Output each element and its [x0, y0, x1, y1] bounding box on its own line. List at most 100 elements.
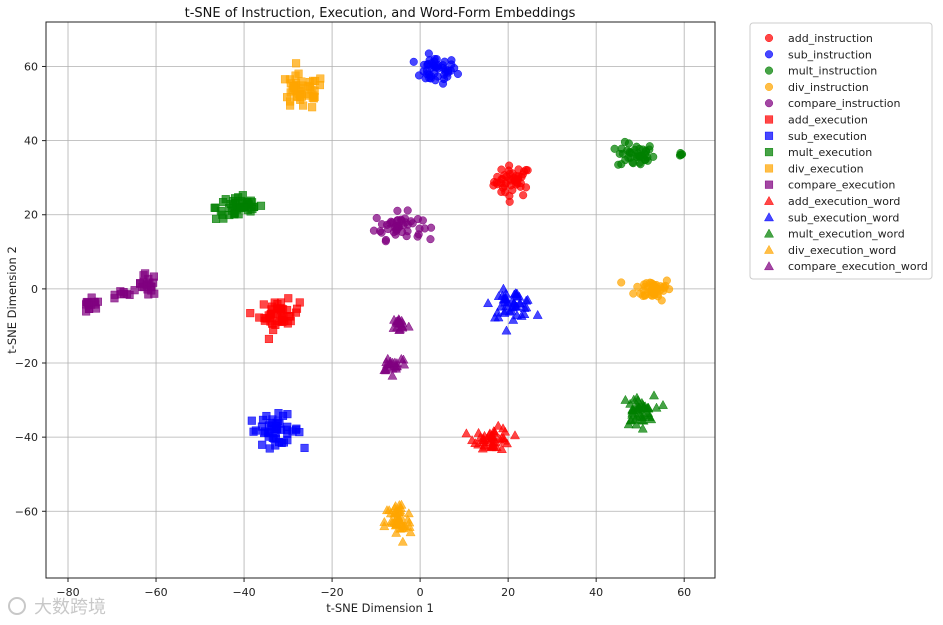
legend-label: compare_execution [788, 179, 895, 192]
series-div-execution-word [379, 499, 416, 546]
legend-marker [764, 99, 774, 108]
data-point [394, 317, 405, 327]
data-point [643, 407, 654, 417]
data-point [265, 444, 274, 453]
y-tick-label: −40 [15, 431, 38, 444]
data-point [380, 365, 391, 375]
data-point [523, 166, 532, 175]
legend-label: mult_instruction [788, 65, 877, 78]
data-point [387, 370, 398, 380]
y-tick-label: −20 [15, 357, 38, 370]
data-point [419, 67, 428, 76]
data-point [413, 232, 422, 241]
series-mult-execution-word [620, 390, 668, 433]
data-point [218, 198, 228, 207]
data-point [295, 428, 304, 437]
data-point [315, 81, 325, 90]
data-point [434, 61, 443, 70]
series-sub-instruction [409, 49, 462, 88]
x-tick-label: 60 [677, 586, 691, 599]
data-point [271, 320, 280, 329]
series-mult-instruction [675, 148, 687, 160]
legend-marker [764, 180, 774, 189]
data-point [633, 402, 644, 412]
data-point [426, 235, 435, 244]
data-point [277, 438, 286, 447]
legend-marker [764, 115, 774, 124]
data-point [234, 210, 243, 219]
y-tick-label: 0 [31, 283, 38, 296]
data-point [264, 311, 273, 320]
data-point [637, 415, 648, 424]
data-point [440, 57, 449, 66]
data-point [665, 285, 674, 294]
data-point [404, 517, 415, 527]
x-tick-label: −20 [320, 586, 343, 599]
data-point [519, 191, 528, 200]
data-point [501, 325, 512, 335]
data-point [493, 312, 504, 322]
data-point [272, 425, 281, 434]
data-point [473, 427, 484, 437]
data-point [369, 226, 378, 235]
data-point [292, 59, 301, 68]
data-point [286, 101, 295, 110]
series-div-execution [280, 59, 325, 112]
data-point [505, 161, 514, 170]
legend-label: sub_execution_word [788, 211, 899, 224]
legend-label: add_instruction [788, 32, 873, 45]
data-point [430, 54, 439, 64]
data-point [505, 191, 514, 200]
data-point [515, 298, 526, 308]
legend-marker [764, 148, 774, 157]
data-point [502, 296, 513, 306]
data-point [246, 207, 255, 216]
data-point [393, 206, 402, 215]
legend-label: div_execution_word [788, 244, 896, 257]
data-point [268, 302, 277, 311]
data-point [470, 437, 481, 447]
series-compare-instruction [369, 206, 436, 246]
data-point [645, 142, 654, 151]
legend-label: div_execution [788, 162, 864, 175]
data-point [395, 503, 406, 513]
data-point [461, 428, 472, 438]
data-point [247, 416, 256, 425]
data-point [399, 359, 410, 369]
data-point [139, 271, 148, 280]
data-point [625, 398, 636, 408]
legend-marker [764, 33, 774, 43]
legend-label: mult_execution_word [788, 228, 905, 241]
x-tick-label: 0 [417, 586, 424, 599]
data-point [260, 428, 269, 437]
data-point [259, 300, 268, 309]
data-point [497, 290, 508, 300]
data-point [386, 515, 397, 525]
data-point [493, 420, 504, 430]
watermark-text: 大数跨境 [34, 597, 106, 618]
legend-label: compare_instruction [788, 97, 900, 110]
x-tick-label: −40 [232, 586, 255, 599]
data-point [657, 296, 666, 305]
data-point [633, 282, 642, 291]
data-point [138, 282, 147, 292]
legend-marker [764, 244, 774, 254]
legend-marker [764, 50, 774, 59]
series-add-instruction [489, 161, 532, 206]
x-tick-label: 20 [501, 586, 515, 599]
plot-frame [45, 21, 716, 579]
legend: add_instruction sub_instruction mult_instr… [749, 22, 933, 280]
series-add-execution [246, 294, 304, 344]
y-tick-label: 60 [24, 60, 38, 73]
data-point [499, 183, 508, 192]
data-point [514, 291, 525, 301]
data-point [499, 435, 510, 445]
data-point [291, 71, 300, 80]
legend-marker [764, 164, 774, 173]
y-tick-label: 20 [24, 209, 38, 222]
series-mult-instruction [610, 137, 658, 169]
legend-label: sub_instruction [788, 48, 872, 61]
data-point [258, 440, 267, 449]
data-point [508, 314, 519, 324]
